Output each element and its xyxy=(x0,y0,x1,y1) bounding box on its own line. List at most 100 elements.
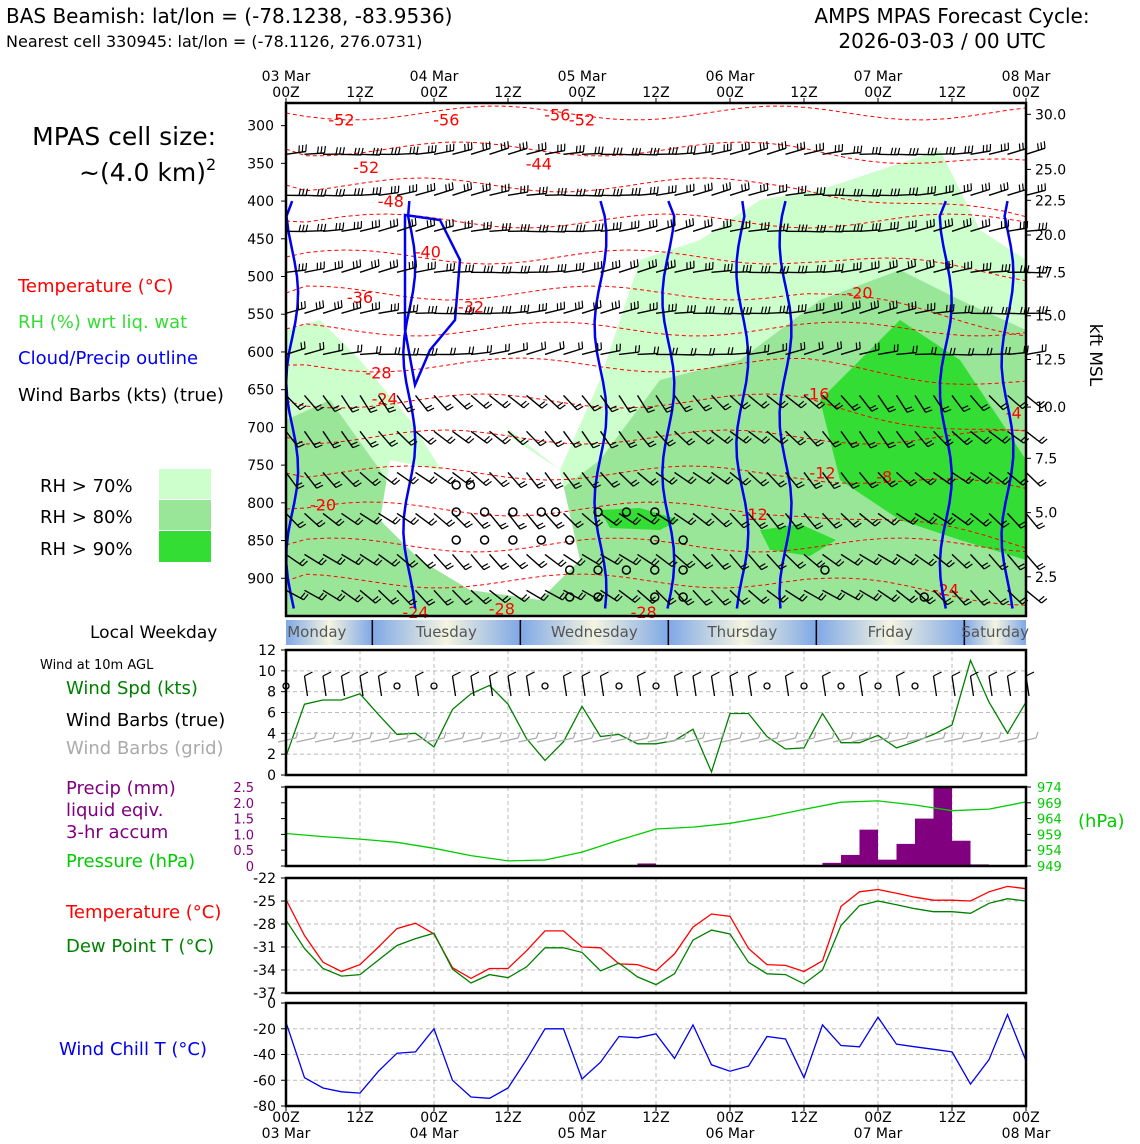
upper-wind-barb-feather xyxy=(768,345,769,352)
upper-wind-barb-feather xyxy=(395,186,396,193)
upper-wind-barb-feather xyxy=(1042,599,1047,603)
upper-wind-barb-feather xyxy=(434,183,435,190)
upper-wind-barb-feather xyxy=(543,187,544,194)
upper-wind-barb-feather xyxy=(1023,184,1024,191)
upper-wind-barb-feather xyxy=(599,147,600,154)
upper-wind-barb-feather xyxy=(1039,526,1045,529)
upper-wind-barb-feather xyxy=(579,343,580,350)
temperature-label: Temperature (°C) xyxy=(65,902,221,923)
wind-speed-label: Wind Spd (kts) xyxy=(66,678,198,699)
upper-wind-barb-feather xyxy=(835,264,836,271)
hpa-tick-label: 850 xyxy=(247,534,274,550)
upper-wind-barb-feather xyxy=(580,263,581,270)
upper-wind-barb-feather xyxy=(375,260,376,267)
hpa-tick-label: 650 xyxy=(247,383,274,399)
upper-wind-barb-feather xyxy=(927,261,928,268)
upper-wind-barb-feather xyxy=(413,305,414,312)
bottom-hour-label: 12Z xyxy=(346,1110,373,1126)
upper-wind-barb-feather xyxy=(426,405,432,408)
upper-wind-barb-feather xyxy=(504,142,505,149)
upper-wind-barb-feather xyxy=(636,188,637,195)
upper-wind-barb-feather xyxy=(521,305,522,312)
upper-wind-barb-feather xyxy=(695,146,696,153)
upper-wind-barb-feather xyxy=(649,261,650,268)
isotherm-label-0: -52 xyxy=(328,111,354,130)
upper-wind-barb-feather xyxy=(672,304,673,311)
upper-wind-barb-feather xyxy=(616,261,617,268)
upper-wind-barb-feather xyxy=(650,187,651,194)
temp-ytick-label: -25 xyxy=(253,894,276,910)
surface-wind-barb-feather xyxy=(860,672,868,676)
surface-wind-barb xyxy=(1008,676,1011,696)
upper-wind-barb-feather xyxy=(488,307,490,314)
upper-wind-barb-feather xyxy=(520,144,521,151)
upper-wind-barb-feather xyxy=(579,302,580,309)
upper-wind-barb-feather xyxy=(469,438,474,443)
upper-wind-barb-feather xyxy=(306,189,308,196)
upper-wind-barb-feather xyxy=(451,348,453,355)
surface-calm-marker xyxy=(838,683,844,689)
upper-wind-barb-feather xyxy=(358,188,359,195)
upper-wind-barb-feather xyxy=(967,219,968,226)
upper-wind-barb-feather xyxy=(878,300,879,307)
surface-wind-barb xyxy=(786,676,789,696)
upper-wind-barb-feather xyxy=(580,189,582,196)
upper-wind-barb-feather xyxy=(860,342,861,349)
surface-wind-barb-feather xyxy=(360,672,368,676)
pressure-ytick-label: 949 xyxy=(1037,860,1062,875)
grid-wind-barb xyxy=(667,738,685,742)
hpa-tick-label: 400 xyxy=(247,194,274,210)
upper-wind-barb-feather xyxy=(450,439,455,444)
wind-ytick-label: 12 xyxy=(258,643,276,659)
upper-wind-barb-feather xyxy=(767,141,768,148)
upper-wind-barb-feather xyxy=(409,220,410,227)
upper-wind-barb-feather xyxy=(357,261,358,268)
upper-wind-barb-feather xyxy=(708,219,709,226)
grid-wind-barb-feather xyxy=(592,732,594,738)
upper-wind-barb-feather xyxy=(857,146,858,153)
grid-wind-barb xyxy=(778,738,796,742)
upper-wind-barb-feather xyxy=(486,143,487,150)
upper-wind-barb-feather xyxy=(558,265,559,272)
top-day-label: 06 Mar xyxy=(706,69,755,85)
upper-wind-barb-feather xyxy=(671,261,672,268)
upper-wind-barb-feather xyxy=(583,145,584,152)
upper-wind-barb-feather xyxy=(693,218,694,225)
surface-calm-marker xyxy=(764,683,770,689)
upper-wind-barb-feather xyxy=(638,301,639,308)
wind-ytick-label: 8 xyxy=(267,685,276,701)
surface-wind-barb-feather xyxy=(490,672,498,676)
upper-wind-barb-feather xyxy=(890,303,891,310)
isotherm-label-17: -20 xyxy=(310,495,336,514)
upper-wind-barb-feather xyxy=(673,147,674,154)
chill-ytick-label: -40 xyxy=(253,1048,276,1064)
top-day-label: 03 Mar xyxy=(262,69,311,85)
bottom-hour-label: 00Z xyxy=(568,1110,595,1126)
upper-wind-barb-feather xyxy=(893,261,894,268)
upper-wind-barb-feather xyxy=(935,186,936,193)
upper-wind-barb-feather xyxy=(335,302,336,309)
upper-wind-barb-feather xyxy=(897,260,898,267)
upper-wind-barb-feather xyxy=(860,301,861,308)
upper-wind-barb-feather xyxy=(805,186,806,193)
upper-wind-barb-feather xyxy=(709,145,710,152)
upper-wind-barb-feather xyxy=(355,188,356,195)
upper-wind-barb-feather xyxy=(619,260,620,267)
upper-wind-barb-feather xyxy=(908,261,909,268)
upper-wind-barb-feather xyxy=(982,221,983,228)
upper-wind-barb-feather xyxy=(565,188,566,195)
upper-wind-barb-feather xyxy=(986,220,987,227)
bottom-hour-label: 12Z xyxy=(790,1110,817,1126)
bottom-hour-label: 00Z xyxy=(716,1110,743,1126)
upper-wind-barb-feather xyxy=(397,259,398,266)
cell-size-value: ~(4.0 km) xyxy=(79,158,206,187)
upper-wind-barb-feather xyxy=(468,183,469,190)
upper-wind-barb-feather xyxy=(933,259,934,266)
upper-wind-barb-feather xyxy=(321,146,322,153)
upper-wind-barb-feather xyxy=(432,306,433,313)
upper-wind-barb-feather xyxy=(395,148,397,155)
upper-wind-barb-feather xyxy=(451,307,453,314)
upper-wind-barb-feather xyxy=(1019,144,1020,151)
